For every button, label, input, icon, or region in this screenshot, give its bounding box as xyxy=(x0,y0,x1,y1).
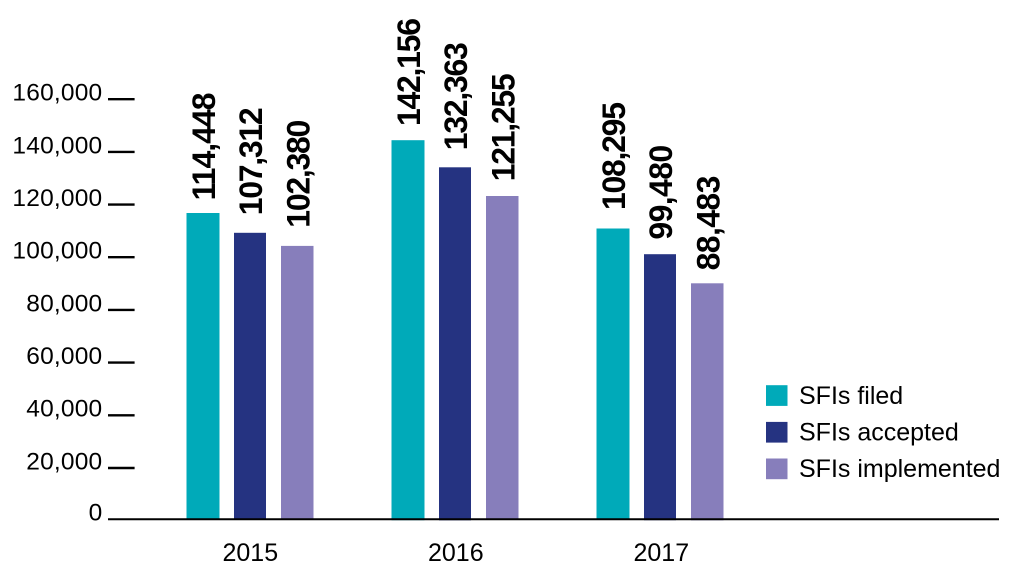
svg-text:SFIs filed: SFIs filed xyxy=(799,382,903,410)
svg-text:SFIs implemented: SFIs implemented xyxy=(799,455,1000,483)
svg-text:114,448: 114,448 xyxy=(186,92,222,200)
svg-text:2017: 2017 xyxy=(633,539,689,567)
svg-text:SFIs accepted: SFIs accepted xyxy=(799,419,959,447)
svg-text:121,255: 121,255 xyxy=(485,73,521,181)
svg-text:160,000: 160,000 xyxy=(12,80,102,107)
svg-text:108,295: 108,295 xyxy=(596,102,632,210)
svg-text:80,000: 80,000 xyxy=(26,290,102,317)
svg-text:100,000: 100,000 xyxy=(12,238,102,265)
svg-text:88,483: 88,483 xyxy=(690,176,726,271)
svg-text:0: 0 xyxy=(89,499,103,526)
svg-text:140,000: 140,000 xyxy=(12,132,102,159)
svg-text:60,000: 60,000 xyxy=(26,343,102,370)
svg-text:20,000: 20,000 xyxy=(26,448,102,475)
svg-text:2016: 2016 xyxy=(428,539,484,567)
svg-text:132,363: 132,363 xyxy=(438,42,474,150)
svg-text:40,000: 40,000 xyxy=(26,396,102,423)
svg-text:2015: 2015 xyxy=(222,539,278,567)
svg-text:102,380: 102,380 xyxy=(280,120,316,228)
svg-text:142,156: 142,156 xyxy=(391,18,427,126)
svg-text:120,000: 120,000 xyxy=(12,185,102,212)
svg-text:107,312: 107,312 xyxy=(233,107,269,215)
svg-text:99,480: 99,480 xyxy=(643,145,679,240)
